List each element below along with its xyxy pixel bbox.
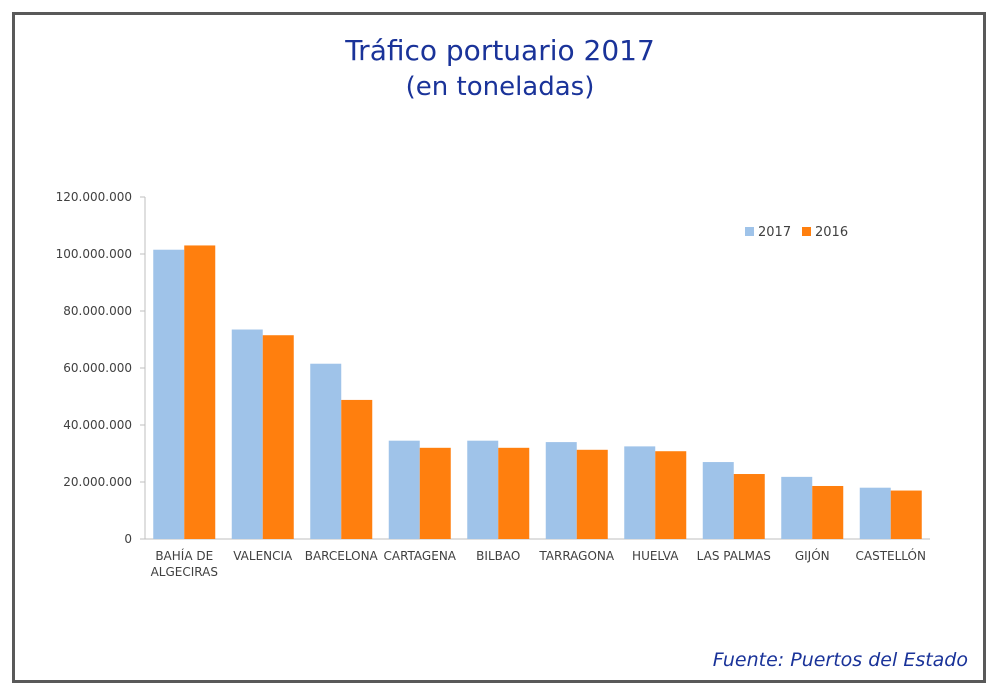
- bar-2017: [859, 487, 891, 539]
- bar-2016: [341, 399, 373, 539]
- bar-2017: [467, 440, 499, 539]
- chart-subtitle: (en toneladas): [405, 72, 595, 102]
- legend-label-2016: 2016: [815, 225, 848, 240]
- bar-2017: [624, 446, 656, 539]
- x-tick-label: LAS PALMAS: [697, 549, 771, 563]
- y-tick-label: 0: [124, 532, 132, 546]
- bar-2017: [310, 363, 342, 539]
- bar-2017: [702, 462, 734, 539]
- x-tick-label: HUELVA: [632, 549, 679, 563]
- x-tick-label: TARRAGONA: [538, 549, 615, 563]
- y-tick-label: 120.000.000: [56, 190, 132, 204]
- chart-title: Tráfico portuario 2017: [345, 34, 655, 67]
- bar-2017: [781, 476, 813, 539]
- bar-2017: [545, 442, 577, 539]
- y-tick-label: 60.000.000: [63, 361, 132, 375]
- bar-2017: [153, 249, 185, 539]
- bar-2016: [890, 490, 922, 539]
- x-tick-label: CASTELLÓN: [856, 548, 926, 563]
- source-note: Fuente: Puertos del Estado: [712, 649, 968, 671]
- x-tick-label: BARCELONA: [305, 549, 379, 563]
- bar-2016: [419, 447, 451, 539]
- bar-2016: [655, 451, 687, 539]
- x-tick-label: GIJÓN: [795, 548, 830, 563]
- bar-2016: [184, 245, 216, 539]
- legend-swatch-2016: [802, 227, 811, 236]
- x-tick-label: CARTAGENA: [383, 549, 456, 563]
- y-tick-label: 100.000.000: [56, 247, 132, 261]
- bar-2016: [498, 447, 530, 539]
- y-tick-label: 20.000.000: [63, 475, 132, 489]
- bar-2016: [812, 485, 844, 539]
- bar-2017: [388, 440, 420, 539]
- x-tick-label: BAHÍA DE ALGECIRAS: [151, 548, 218, 579]
- bar-2016: [576, 449, 608, 539]
- x-tick-label: VALENCIA: [233, 549, 293, 563]
- x-tick-label: BILBAO: [476, 549, 520, 563]
- legend-label-2017: 2017: [758, 225, 791, 240]
- y-tick-label: 40.000.000: [63, 418, 132, 432]
- legend-swatch-2017: [745, 227, 754, 236]
- bar-2016: [733, 474, 765, 539]
- bar-2017: [231, 329, 263, 539]
- y-tick-label: 80.000.000: [63, 304, 132, 318]
- bar-2016: [262, 335, 294, 539]
